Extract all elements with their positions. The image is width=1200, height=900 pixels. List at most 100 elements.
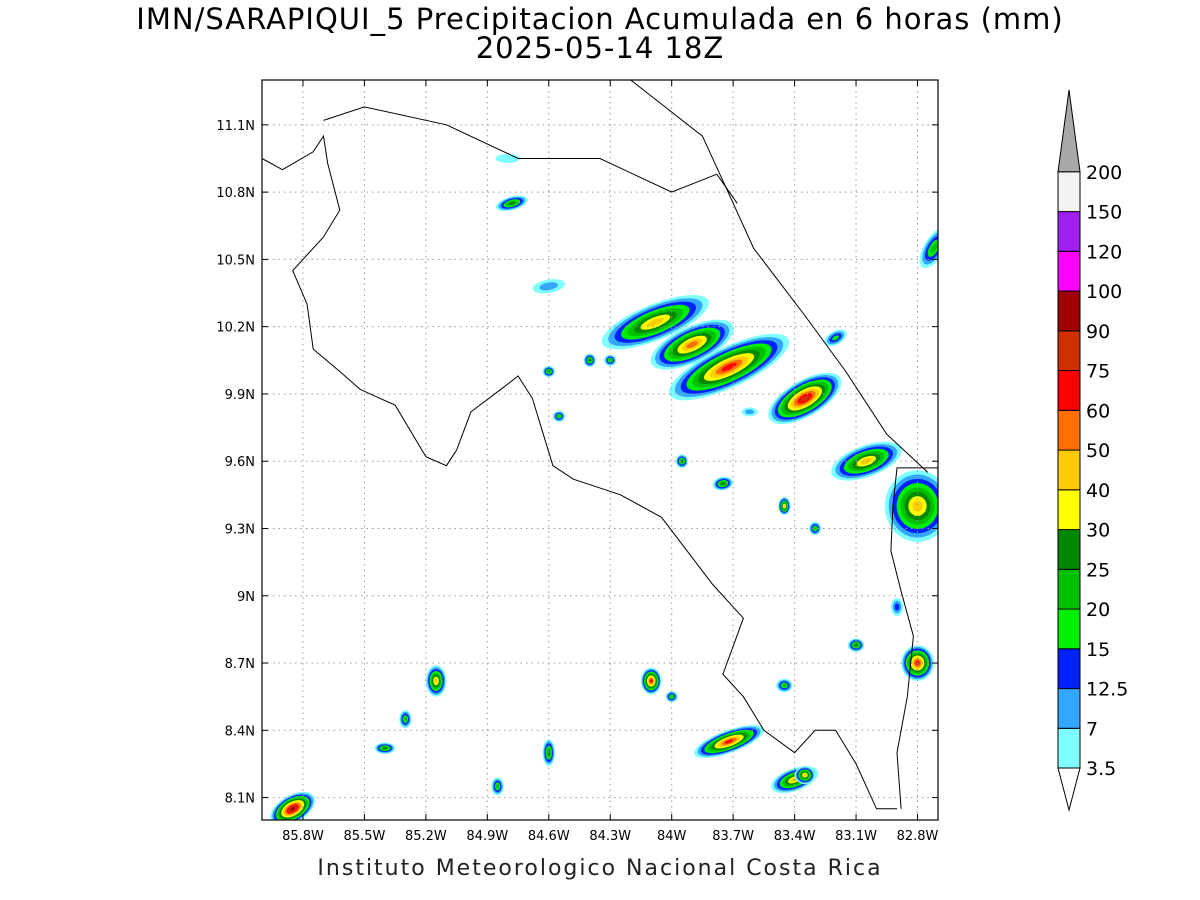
rain-contour (495, 153, 521, 163)
rain-contour (803, 773, 807, 777)
rain-contour (912, 500, 923, 512)
panama-border (890, 467, 938, 809)
legend-level-label: 150 (1086, 202, 1122, 224)
grid-layer (262, 80, 938, 820)
rain-cell (824, 329, 847, 347)
rain-contour (434, 678, 438, 684)
rain-cell (847, 638, 865, 652)
legend-swatch (1057, 727, 1081, 769)
rain-cell (712, 476, 734, 491)
rain-cell (741, 407, 758, 417)
legend-swatch (1057, 409, 1081, 451)
rain-cell (808, 521, 822, 536)
plot-frame (261, 79, 939, 821)
rain-cell (778, 497, 791, 516)
legend-level-label: 12.5 (1086, 679, 1128, 701)
rain-contour (649, 679, 653, 683)
rain-contour (894, 603, 900, 611)
rain-cell (399, 710, 412, 729)
lat-tick-label: 8.4N (225, 724, 255, 739)
rain-contour (539, 282, 558, 291)
rain-contour (930, 243, 938, 254)
legend-level-label: 40 (1086, 480, 1110, 502)
legend-level-label: 25 (1086, 559, 1110, 581)
rain-contour (813, 526, 817, 531)
legend-swatch (1057, 648, 1081, 690)
rain-cell (495, 195, 528, 212)
rain-cell (425, 665, 447, 697)
legend-cap-top (1057, 89, 1081, 173)
legend-level-label: 20 (1086, 599, 1110, 621)
legend-swatch (1057, 290, 1081, 332)
rain-cell (794, 766, 816, 785)
rain-contour (783, 504, 786, 508)
rain-cell (495, 153, 521, 163)
rain-cell (542, 739, 555, 767)
rain-cell (641, 667, 662, 695)
legend-swatch (1057, 330, 1081, 372)
map-subtitle: 2025-05-14 18Z (475, 31, 725, 65)
rain-cell (776, 678, 793, 693)
legend-swatch (1057, 568, 1081, 610)
nicaragua-border (323, 106, 738, 204)
rain-contour (720, 482, 725, 486)
legend-level-label: 30 (1086, 520, 1110, 542)
lon-tick-label: 83.4W (774, 829, 816, 844)
legend-level-label: 120 (1086, 241, 1122, 263)
lat-tick-label: 8.1N (225, 792, 255, 807)
lat-tick-label: 9.9N (225, 388, 255, 403)
coastline-layer (262, 80, 938, 810)
lat-tick-label: 10.5N (216, 253, 255, 268)
lon-tick-label: 83.7W (712, 829, 754, 844)
rain-contour (547, 749, 551, 756)
lat-tick-label: 10.2N (216, 321, 255, 336)
rain-cell (604, 354, 617, 366)
rain-contour (782, 683, 787, 688)
rain-cell (552, 410, 566, 422)
lon-tick-label: 85.5W (344, 829, 386, 844)
rain-cell (583, 353, 596, 368)
legend-cap-bottom (1057, 767, 1081, 812)
legend-swatch (1057, 250, 1081, 292)
caribbean-coastline (630, 80, 929, 473)
rain-contour (290, 807, 296, 811)
lon-tick-label: 84.9W (466, 829, 508, 844)
rain-contour (496, 784, 500, 789)
legend-swatch (1057, 449, 1081, 491)
legend-swatch (1057, 370, 1081, 411)
axis-layer: 85.8W 85.5W 85.2W 84.9W 84.6W 84.3W 84W 83.7W 83… (216, 80, 939, 844)
legend-level-label: 60 (1086, 400, 1110, 422)
lon-tick-label: 85.8W (282, 829, 324, 844)
legend-swatch (1057, 211, 1081, 252)
rain-cell (491, 777, 504, 796)
map-title: IMN/SARAPIQUI_5 Precipitacion Acumulada … (136, 2, 1064, 36)
rain-cell (675, 454, 689, 468)
rain-cell (532, 279, 565, 294)
rain-cell (270, 791, 316, 820)
rain-cell (650, 319, 734, 370)
rain-contour (588, 358, 592, 362)
rain-cell (831, 441, 902, 481)
rain-contour (608, 358, 612, 362)
rain-contour (832, 335, 839, 341)
legend-swatch (1057, 489, 1081, 531)
rain-cell (919, 228, 938, 269)
lat-tick-label: 9.3N (225, 522, 255, 537)
lat-tick-label: 9N (237, 590, 255, 605)
rain-contour (721, 362, 737, 372)
legend-swatch (1057, 688, 1081, 729)
lon-tick-label: 82.8W (897, 829, 939, 844)
rain-contour (860, 458, 872, 465)
legend-level-label: 3.5 (1086, 758, 1116, 780)
rain-contour (403, 716, 407, 722)
lat-tick-label: 10.8N (216, 186, 255, 201)
rain-contour (854, 643, 858, 647)
rain-contour (680, 459, 684, 463)
lon-tick-label: 84W (657, 829, 687, 844)
color-legend: 3.5 7 12.5 15 20 25 30 40 50 60 75 90 100 120 150 200 (1057, 89, 1128, 812)
lon-tick-label: 84.6W (528, 829, 570, 844)
rain-cell (668, 333, 790, 401)
rain-contour (646, 317, 664, 327)
rain-contour (800, 395, 810, 402)
